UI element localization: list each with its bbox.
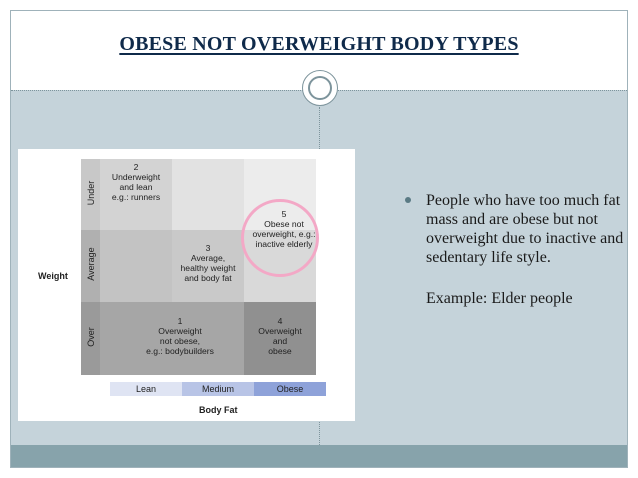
cell-2-line: and lean bbox=[119, 182, 153, 192]
weight-label-over: Over bbox=[86, 327, 96, 347]
cell-3-line: healthy weight bbox=[180, 263, 236, 273]
bullet-icon bbox=[405, 197, 411, 203]
cell-3-number: 3 bbox=[205, 243, 211, 253]
weight-bar-under bbox=[81, 159, 100, 230]
weight-bar-average bbox=[81, 230, 100, 302]
cell-2-number: 2 bbox=[133, 162, 139, 172]
cell-2: 2 Underweight and lean e.g.: runners bbox=[100, 159, 172, 230]
cell-4-line: and bbox=[272, 336, 288, 346]
highlight-circle bbox=[241, 199, 319, 277]
cell-2-line: Underweight bbox=[111, 172, 161, 182]
weight-label-average: Average bbox=[86, 247, 96, 281]
weight-bar-over bbox=[81, 302, 100, 375]
cell-1-number: 1 bbox=[177, 316, 183, 326]
bullet-list: People who have too much fat mass and ar… bbox=[405, 191, 627, 308]
cell-3: 3 Average, healthy weight and body fat bbox=[172, 230, 244, 302]
bullet-text: People who have too much fat mass and ar… bbox=[426, 192, 624, 266]
bodyfat-axis-title: Body Fat bbox=[199, 405, 238, 415]
bodyfat-bar-obese: Obese bbox=[254, 382, 326, 396]
cell-1-line: e.g.: bodybuilders bbox=[146, 346, 214, 356]
cell-empty bbox=[100, 230, 172, 302]
cell-2-line: e.g.: runners bbox=[111, 192, 161, 202]
cell-3-line: and body fat bbox=[184, 273, 232, 283]
bodyfat-bar-lean: Lean bbox=[110, 382, 182, 396]
bodyfat-bar-medium: Medium bbox=[182, 382, 254, 396]
body-type-figure: Weight Under Average Over 2 Underweight … bbox=[18, 149, 355, 421]
cell-1 bbox=[100, 302, 172, 375]
cell-4: 4 Overweight and obese bbox=[244, 302, 316, 375]
slide: OBESE NOT OVERWEIGHT BODY TYPES Weight U… bbox=[10, 10, 628, 468]
weight-axis-title: Weight bbox=[38, 271, 68, 281]
weight-label-under: Under bbox=[86, 180, 96, 206]
cell-4-line: obese bbox=[268, 346, 292, 356]
cell-4-line: Overweight bbox=[258, 326, 302, 336]
example-text: Example: Elder people bbox=[426, 290, 573, 307]
cell-1-line: not obese, bbox=[159, 336, 201, 346]
cell-4-number: 4 bbox=[277, 316, 283, 326]
cell-empty bbox=[172, 159, 244, 230]
slide-title: OBESE NOT OVERWEIGHT BODY TYPES bbox=[119, 33, 519, 55]
cell-1-span: 1 Overweight not obese, e.g.: bodybuilde… bbox=[146, 302, 244, 375]
cell-3-line: Average, bbox=[190, 253, 226, 263]
ornament-circle-icon bbox=[302, 70, 338, 106]
cell-1-line: Overweight bbox=[158, 326, 202, 336]
slide-footer bbox=[11, 445, 627, 467]
